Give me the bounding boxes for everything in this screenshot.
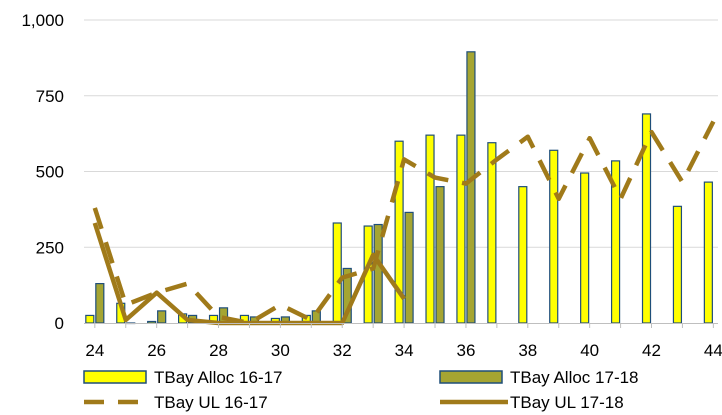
x-tick-label: 32 xyxy=(333,341,352,360)
x-tick-label: 28 xyxy=(209,341,228,360)
bar xyxy=(487,142,497,324)
series-line xyxy=(92,222,406,326)
legend-item: TBay UL 16-17 xyxy=(84,393,268,412)
legend-label: TBay Alloc 16-17 xyxy=(154,368,283,387)
bar xyxy=(672,205,683,324)
bar xyxy=(85,314,95,324)
bar xyxy=(147,320,157,324)
line-series xyxy=(92,120,716,326)
bar xyxy=(703,181,713,324)
bar xyxy=(373,223,383,324)
x-tick-label: 44 xyxy=(704,341,722,360)
x-axis xyxy=(84,323,718,328)
legend-item: TBay Alloc 17-18 xyxy=(439,368,639,387)
bar xyxy=(549,149,559,324)
x-tick-label: 30 xyxy=(271,341,290,360)
x-tick-label: 34 xyxy=(395,341,414,360)
bar xyxy=(456,134,466,324)
y-tick-label: 0 xyxy=(55,314,64,333)
x-axis-ticks: 24 26 28 30 32 34 36 38 40 42 44 xyxy=(85,341,722,360)
bar xyxy=(95,283,105,324)
bar xyxy=(435,186,445,324)
legend-swatch xyxy=(439,370,503,384)
legend: TBay Alloc 16-17 TBay Alloc 17-18 TBay UL … xyxy=(83,368,639,412)
x-tick-label: 42 xyxy=(642,341,661,360)
bar xyxy=(157,310,167,324)
bar xyxy=(425,134,435,324)
bar xyxy=(466,51,476,324)
bar xyxy=(518,186,528,324)
y-tick-label: 750 xyxy=(36,87,64,106)
x-tick-label: 38 xyxy=(518,341,537,360)
bar xyxy=(404,211,414,324)
bar xyxy=(332,222,342,324)
legend-label: TBay UL 16-17 xyxy=(154,393,268,412)
x-tick-label: 40 xyxy=(580,341,599,360)
y-tick-label: 250 xyxy=(36,238,64,257)
y-tick-label: 1,000 xyxy=(21,11,64,30)
legend-item: TBay Alloc 16-17 xyxy=(83,368,283,387)
legend-item: TBay UL 17-18 xyxy=(440,393,624,412)
bar xyxy=(580,172,590,324)
x-tick-label: 36 xyxy=(456,341,475,360)
y-axis-ticks: 0 250 500 750 1,000 xyxy=(21,11,64,333)
legend-label: TBay Alloc 17-18 xyxy=(510,368,639,387)
x-tick-label: 26 xyxy=(147,341,166,360)
series-line xyxy=(92,120,716,326)
x-tick-label: 24 xyxy=(85,341,104,360)
y-tick-label: 500 xyxy=(36,163,64,182)
legend-label: TBay UL 17-18 xyxy=(510,393,624,412)
bar-series xyxy=(85,51,713,325)
legend-swatch xyxy=(83,370,147,384)
